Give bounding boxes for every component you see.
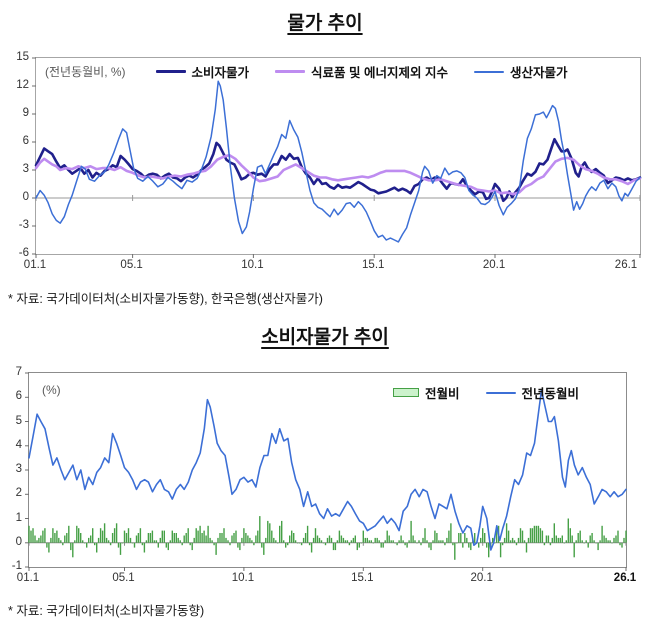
- x-axis-tick-label: 20.1: [470, 572, 493, 584]
- y-axis-tick-label: -1: [11, 560, 22, 572]
- chart2-unit-label: (%): [42, 383, 61, 397]
- y-axis-tick-label: 6: [15, 390, 22, 403]
- y-axis-tick-label: 0: [22, 191, 29, 203]
- y-axis-tick-label: 9: [22, 107, 29, 119]
- chart2-legend: 전월비 전년동월비: [393, 383, 579, 402]
- x-axis-tick-label: 15.1: [351, 572, 374, 584]
- x-axis-tick-label: 01.1: [23, 259, 47, 271]
- cpi-trend-plot-area: [25, 372, 627, 571]
- legend-item-yoy: 전년동월비: [485, 383, 580, 402]
- chart1-title: 물가 추이: [0, 8, 650, 35]
- y-axis-tick-label: 3: [15, 463, 22, 475]
- legend-label-mom: 전월비: [425, 387, 460, 401]
- legend-item-mom: 전월비: [393, 383, 460, 402]
- x-axis-tick-label: 15.1: [362, 259, 385, 271]
- x-axis-tick-label: 01.1: [16, 572, 40, 584]
- core-line-swatch-icon: [275, 70, 306, 73]
- y-axis-tick-label: -6: [18, 247, 29, 259]
- yoy-line-swatch-icon: [485, 391, 516, 394]
- price-trend-plot-area: [32, 57, 642, 258]
- ppi-line-swatch-icon: [473, 70, 504, 73]
- legend-item-core: 식료품 및 에너지제외 지수: [275, 62, 448, 81]
- chart1-legend: (전년동월비, %) 소비자물가 식료품 및 에너지제외 지수 생산자물가: [45, 62, 567, 81]
- chart2-title-text: 소비자물가 추이: [261, 327, 389, 348]
- y-axis-tick-label: 0: [15, 535, 22, 548]
- x-axis-tick-label: 05.1: [120, 259, 143, 271]
- y-axis-tick-label: 1: [15, 511, 22, 524]
- cpi-trend-chart-canvas: [25, 372, 627, 571]
- y-axis-tick-label: 12: [16, 79, 29, 91]
- chart1-footnote: * 자료: 국가데이터처(소비자물가동향), 한국은행(생산자물가): [8, 292, 323, 306]
- x-axis-tick-label: 10.1: [241, 259, 264, 271]
- x-axis-tick-label: 26.1: [613, 572, 637, 584]
- y-axis-tick-label: 15: [16, 51, 29, 63]
- x-axis-tick-label: 10.1: [231, 572, 255, 584]
- legend-item-ppi: 생산자물가: [473, 62, 568, 81]
- chart2-footnote: * 자료: 국가데이터처(소비자물가동향): [8, 604, 205, 618]
- chart2-title: 소비자물가 추이: [0, 322, 650, 349]
- y-axis-tick-label: 6: [22, 135, 29, 147]
- legend-label-core: 식료품 및 에너지제외 지수: [311, 66, 448, 80]
- y-axis-tick-label: -3: [18, 219, 29, 231]
- legend-label-yoy: 전년동월비: [521, 387, 580, 401]
- price-trend-chart-canvas: [32, 57, 642, 258]
- y-axis-tick-label: 3: [22, 163, 29, 175]
- legend-label-cpi: 소비자물가: [191, 66, 250, 80]
- y-axis-tick-label: 2: [15, 487, 22, 500]
- chart1-title-text: 물가 추이: [287, 13, 363, 34]
- y-axis-tick-label: 5: [15, 414, 22, 427]
- y-axis-tick-label: 7: [15, 366, 22, 378]
- chart1-unit-label: (전년동월비, %): [45, 65, 126, 79]
- x-axis-tick-label: 26.1: [614, 259, 638, 271]
- mom-bar-swatch-icon: [393, 388, 419, 397]
- x-axis-tick-label: 20.1: [482, 259, 506, 271]
- y-axis-tick-label: 4: [15, 438, 22, 451]
- x-axis-tick-label: 05.1: [112, 572, 135, 584]
- legend-label-ppi: 생산자물가: [509, 66, 568, 80]
- cpi-line-swatch-icon: [155, 70, 186, 73]
- legend-item-cpi: 소비자물가: [155, 62, 250, 81]
